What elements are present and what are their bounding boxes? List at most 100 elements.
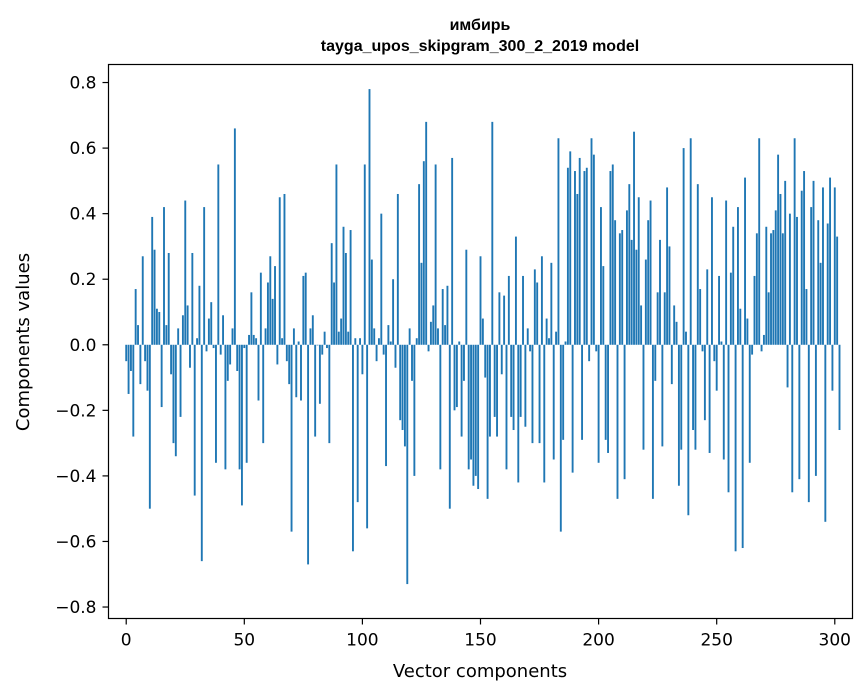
bar-119 — [406, 344, 409, 585]
bar-172 — [531, 344, 534, 444]
x-tick-label: 100 — [346, 631, 378, 651]
bar-204 — [607, 344, 609, 453]
bar-94 — [347, 331, 350, 345]
bar-29 — [193, 344, 196, 496]
bar-54 — [252, 334, 255, 345]
bar-74 — [300, 344, 302, 401]
x-tick-label: 150 — [464, 631, 496, 651]
x-tick-label: 300 — [819, 631, 851, 651]
bar-234 — [677, 344, 680, 486]
bar-38 — [215, 344, 217, 463]
bar-35 — [207, 318, 210, 345]
bar-series — [125, 89, 841, 585]
bar-76 — [304, 272, 307, 345]
bar-232 — [673, 305, 676, 345]
bar-154 — [489, 344, 491, 437]
bar-118 — [403, 344, 406, 447]
bar-277 — [779, 193, 782, 345]
bar-19 — [170, 344, 173, 375]
bar-34 — [205, 344, 208, 352]
bar-175 — [538, 344, 541, 444]
bar-27 — [189, 344, 191, 368]
bar-43 — [226, 344, 229, 381]
bar-268 — [758, 138, 761, 345]
bar-202 — [602, 266, 605, 345]
bar-5 — [137, 325, 139, 345]
bar-187 — [566, 167, 569, 345]
bar-40 — [219, 344, 222, 355]
bar-200 — [597, 344, 600, 463]
bar-239 — [689, 138, 692, 345]
bar-194 — [583, 171, 586, 345]
bar-79 — [311, 315, 314, 345]
bar-216 — [635, 249, 638, 345]
bar-122 — [413, 344, 416, 476]
bar-184 — [559, 344, 562, 532]
bar-11 — [151, 216, 154, 345]
bar-242 — [696, 184, 699, 345]
bar-117 — [401, 344, 404, 431]
bar-169 — [524, 344, 527, 427]
bar-167 — [519, 344, 522, 417]
bar-30 — [196, 338, 199, 345]
bar-33 — [203, 207, 206, 345]
bar-257 — [732, 226, 735, 345]
bar-146 — [470, 344, 472, 460]
bar-233 — [675, 321, 678, 345]
bar-105 — [373, 328, 376, 345]
bar-1 — [127, 344, 130, 394]
bar-235 — [680, 344, 683, 450]
bar-99 — [359, 338, 361, 345]
bar-290 — [810, 207, 813, 345]
bar-73 — [297, 341, 300, 345]
bar-213 — [628, 184, 631, 345]
bar-26 — [186, 305, 189, 345]
bar-16 — [163, 207, 165, 345]
bar-98 — [356, 344, 359, 503]
bar-269 — [760, 344, 763, 352]
bar-83 — [321, 344, 324, 355]
bar-6 — [139, 344, 142, 385]
bar-62 — [271, 298, 274, 345]
bar-51 — [245, 344, 248, 463]
bar-128 — [427, 344, 430, 352]
bar-91 — [340, 318, 343, 345]
bar-292 — [814, 344, 817, 476]
x-tick-label: 50 — [233, 631, 255, 651]
bar-173 — [533, 269, 536, 345]
bar-127 — [425, 121, 428, 345]
bar-163 — [510, 344, 513, 417]
bar-263 — [746, 318, 749, 345]
bar-42 — [224, 344, 227, 470]
bar-298 — [829, 177, 832, 345]
y-tick-label: −0.8 — [55, 598, 96, 618]
bar-231 — [670, 344, 673, 385]
bar-220 — [644, 259, 647, 345]
bar-208 — [616, 344, 619, 499]
bar-299 — [831, 344, 834, 391]
bar-50 — [243, 344, 246, 349]
bar-85 — [326, 344, 328, 349]
y-tick-label: 0.2 — [69, 270, 96, 290]
x-tick-label: 200 — [582, 631, 614, 651]
bar-75 — [302, 275, 305, 345]
bar-132 — [437, 328, 439, 345]
y-tick-label: −0.4 — [55, 467, 96, 487]
bar-217 — [637, 197, 640, 345]
bar-89 — [335, 164, 338, 345]
bar-193 — [581, 344, 584, 440]
bar-59 — [264, 328, 267, 345]
chart-title: имбирь — [450, 17, 511, 34]
bar-93 — [344, 252, 347, 345]
bar-156 — [493, 344, 496, 417]
bar-183 — [557, 138, 560, 345]
bar-301 — [836, 236, 839, 345]
bar-279 — [784, 180, 787, 345]
y-tick-label: 0.6 — [69, 139, 96, 159]
bar-126 — [422, 161, 425, 345]
bar-261 — [741, 344, 744, 549]
bar-71 — [292, 328, 295, 345]
bar-266 — [753, 275, 756, 345]
bar-274 — [772, 230, 775, 345]
bar-293 — [817, 220, 820, 345]
